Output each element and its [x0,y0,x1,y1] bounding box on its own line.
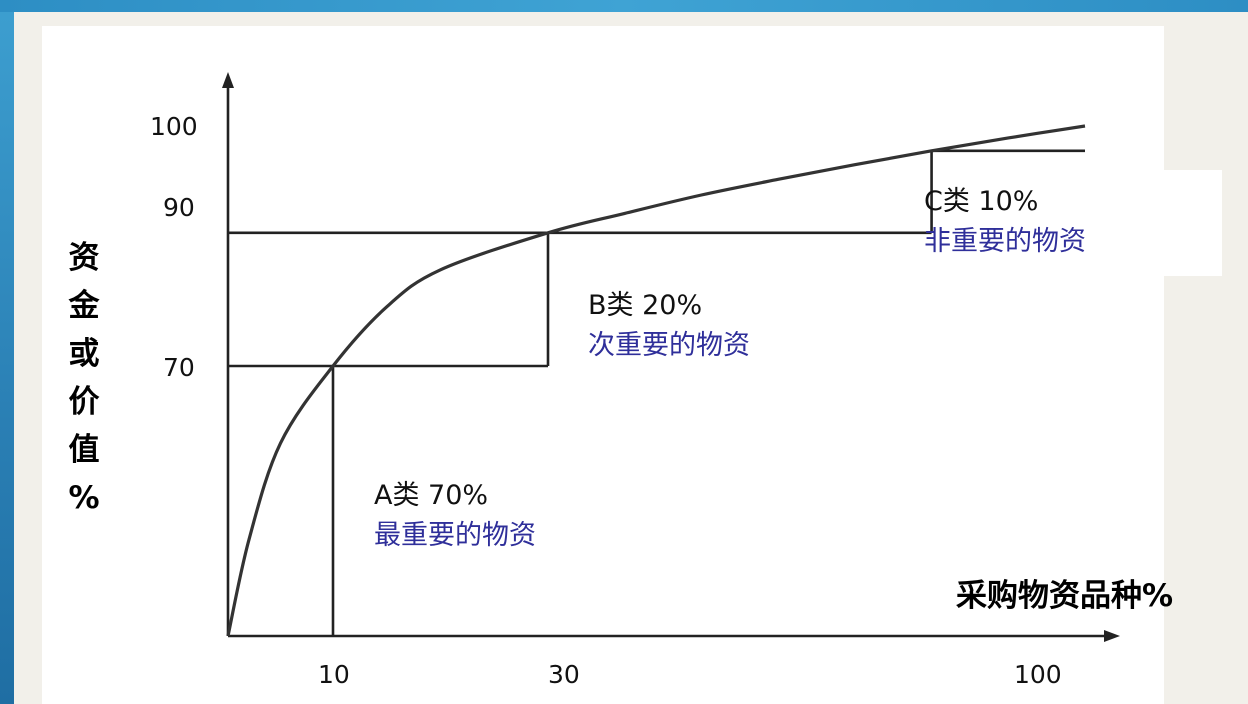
y-axis-label-char: 值 [68,432,100,468]
x-tick-label-10: 10 [318,660,350,689]
category-b-label: B类 20% 次重要的物资 [588,286,750,366]
category-a-label: A类 70% 最重要的物资 [374,476,536,556]
y-axis-label-char: 价 [68,384,100,420]
category-a-description: 最重要的物资 [374,520,536,551]
category-c-label: C类 10% 非重要的物资 [924,182,1086,262]
category-a-heading: A类 70% [374,480,489,511]
y-tick-label-70: 70 [163,353,195,382]
category-c-description: 非重要的物资 [924,226,1086,257]
category-b-heading: B类 20% [588,290,703,321]
y-axis-arrow [222,72,234,88]
y-axis-label-char: 或 [68,336,100,372]
x-axis-arrow [1104,630,1120,642]
y-axis-label: 资 金 或 价 值 % [64,234,104,522]
y-axis-label-char: 金 [68,288,100,324]
category-b-description: 次重要的物资 [588,330,750,361]
frame-left-border [0,0,14,704]
y-tick-label-100: 100 [150,112,198,141]
y-axis-label-char: % [68,480,100,516]
category-c-heading: C类 10% [924,186,1039,217]
cumulative-curve [226,124,1086,637]
y-axis-label-char: 资 [68,240,100,276]
c-label-box [912,170,1222,276]
x-axis-label: 采购物资品种% [956,578,1174,614]
x-tick-label-30: 30 [548,660,580,689]
frame-top-border [0,0,1248,12]
x-tick-label-100: 100 [1014,660,1062,689]
y-tick-label-90: 90 [163,193,195,222]
